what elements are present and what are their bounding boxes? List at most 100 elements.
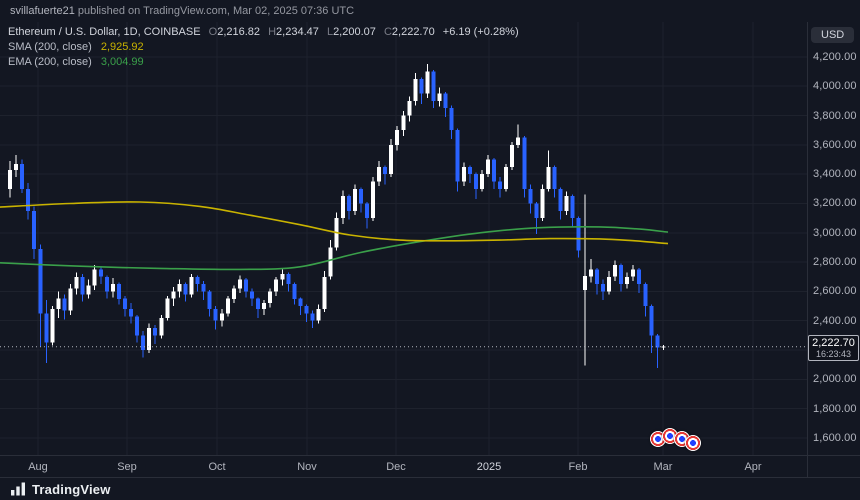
close-label: C — [383, 26, 392, 38]
price-tick-label: 1,800.00 — [813, 402, 857, 415]
candle — [92, 265, 97, 290]
candle — [322, 270, 327, 312]
candle — [643, 282, 648, 317]
candle — [183, 282, 188, 302]
candle — [165, 295, 170, 321]
chart-legend: Ethereum / U.S. Dollar, 1D, COINBASE O2,… — [8, 26, 519, 71]
candle — [189, 273, 194, 298]
candle — [449, 105, 454, 139]
candle — [395, 125, 400, 151]
candle — [292, 282, 297, 305]
candle — [268, 288, 273, 308]
candle — [86, 279, 91, 299]
candle — [44, 300, 49, 364]
ema-line — [0, 226, 669, 271]
candle — [606, 270, 611, 295]
time-tick-label: Aug — [28, 461, 48, 473]
publisher-username[interactable]: svillafuerte21 — [10, 5, 75, 17]
candle — [371, 177, 375, 222]
candle — [467, 165, 472, 183]
sma-label: SMA (200, close) — [8, 41, 92, 53]
high-label: H — [268, 26, 277, 38]
time-tick-label: Feb — [568, 461, 588, 473]
candle — [304, 304, 309, 323]
symbol-title: Ethereum / U.S. Dollar, 1D, COINBASE — [8, 26, 201, 38]
tradingview-logo-icon[interactable] — [10, 481, 26, 497]
sma-line — [0, 201, 669, 245]
price-tick-label: 3,800.00 — [813, 109, 857, 122]
candle — [364, 202, 369, 229]
candle — [153, 325, 158, 345]
candle — [274, 276, 279, 296]
candle — [262, 300, 267, 315]
candle — [510, 141, 515, 170]
candle — [225, 295, 230, 317]
candle — [256, 297, 260, 318]
candle — [401, 111, 406, 136]
candle — [413, 73, 418, 106]
price-tick-label: 1,600.00 — [813, 431, 857, 444]
price-tick-label: 2,800.00 — [813, 256, 857, 269]
candle — [498, 177, 503, 198]
candle — [346, 194, 351, 220]
candle — [135, 314, 140, 343]
price-tick-label: 3,600.00 — [813, 138, 857, 151]
time-axis[interactable]: Aug Sep Oct Nov Dec 2025 Feb Mar Apr — [0, 455, 860, 477]
sma-legend-row[interactable]: SMA (200, close) 2,925.92 — [8, 41, 519, 54]
chart-canvas[interactable] — [0, 22, 807, 455]
currency-toggle-button[interactable]: USD — [811, 27, 855, 43]
candle — [213, 306, 218, 330]
candle — [56, 291, 61, 318]
candle — [80, 273, 85, 302]
candle — [649, 304, 654, 353]
price-tick-label: 2,600.00 — [813, 285, 857, 298]
low-value: 2,200.07 — [333, 26, 376, 38]
change-value: +6.19 (+0.28%) — [442, 26, 519, 38]
candle — [340, 190, 345, 224]
candle — [582, 194, 587, 366]
ema-value: 3,004.99 — [100, 56, 144, 68]
candle — [570, 194, 575, 227]
price-tick-label: 4,200.00 — [813, 50, 857, 63]
candle — [437, 87, 442, 107]
axis-separator — [807, 22, 808, 477]
bar-countdown: 16:23:43 — [815, 348, 852, 359]
sma-value: 2,925.92 — [100, 41, 144, 53]
grid-lines — [0, 22, 807, 455]
candle — [298, 297, 303, 315]
candle — [237, 275, 242, 293]
candle — [147, 323, 152, 353]
candle — [455, 128, 460, 192]
candle — [600, 279, 605, 301]
open-value: 2,216.82 — [217, 26, 261, 38]
candle — [540, 184, 545, 222]
candle — [576, 216, 581, 258]
low-label: L — [326, 26, 334, 38]
candle — [419, 77, 424, 104]
price-tick-label: 3,400.00 — [813, 168, 857, 181]
candle — [625, 272, 630, 289]
candle — [243, 278, 248, 298]
tradingview-wordmark[interactable]: TradingView — [32, 481, 111, 497]
candle — [504, 163, 509, 192]
ema-legend-row[interactable]: EMA (200, close) 3,004.99 — [8, 56, 519, 69]
candle — [231, 285, 236, 304]
candle — [534, 202, 539, 235]
time-tick-label: 2025 — [476, 461, 502, 473]
candle — [201, 281, 206, 301]
high-value: 2,234.47 — [276, 26, 319, 38]
candle — [14, 155, 19, 178]
price-axis[interactable]: USD 2,222.70 16:23:43 4,200.00 4,000.00 3,… — [808, 22, 860, 455]
candle — [316, 304, 321, 324]
symbol-legend-row[interactable]: Ethereum / U.S. Dollar, 1D, COINBASE O2,… — [8, 26, 519, 39]
candle — [8, 161, 12, 198]
time-tick-label: Sep — [117, 461, 137, 473]
candle — [159, 314, 164, 339]
time-tick-label: Mar — [653, 461, 673, 473]
attribution-text: published on TradingView.com, Mar 02, 20… — [74, 5, 355, 17]
price-tick-label: 2,400.00 — [813, 314, 857, 327]
last-price-label: 2,222.70 16:23:43 — [808, 334, 859, 361]
candle — [389, 139, 394, 178]
candle — [123, 295, 127, 317]
candle — [564, 191, 569, 216]
